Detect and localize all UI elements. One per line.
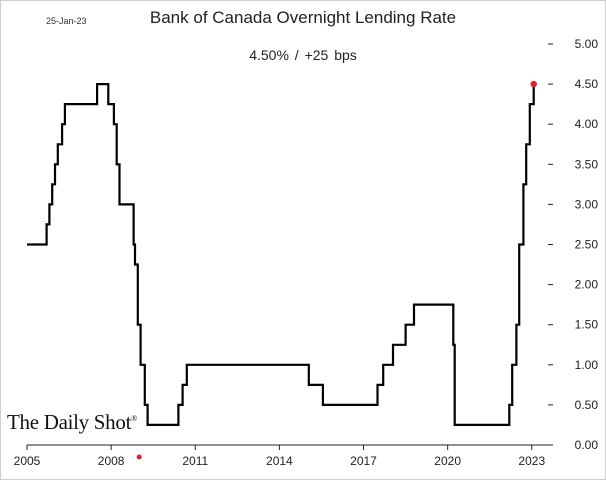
x-tick-label: 2005 — [14, 454, 41, 468]
chart-subtitle: 4.50% / +25 bps — [249, 47, 357, 63]
daily-shot-logo: The Daily Shot® — [7, 410, 137, 435]
axis-layer: 2005 2008 2011 2014 2017 2020 2023 0.00 0.50 1.00… — [14, 37, 599, 468]
x-tick-label: 2020 — [434, 454, 461, 468]
chart-title: Bank of Canada Overnight Lending Rate — [149, 8, 457, 27]
x-tick-label: 2008 — [98, 454, 125, 468]
y-tick-label: 1.00 — [575, 358, 599, 372]
x-tick-label: 2014 — [266, 454, 293, 468]
y-tick-label: 0.50 — [575, 398, 599, 412]
y-tick-label: 2.50 — [575, 238, 599, 252]
y-tick-label: 0.00 — [575, 438, 599, 452]
rate-series-line — [27, 82, 535, 426]
x-tick-label: 2023 — [518, 454, 545, 468]
x-tick-label: 2011 — [182, 454, 208, 468]
y-tick-label: 1.50 — [575, 318, 599, 332]
y-tick-label: 2.00 — [575, 278, 599, 292]
y-tick-label: 5.00 — [575, 37, 599, 51]
chart-date: 25-Jan-23 — [46, 16, 87, 26]
y-tick-label: 3.50 — [575, 157, 599, 171]
series-layer — [27, 82, 535, 426]
logo-text: The Daily Shot — [7, 410, 132, 434]
latest-value-marker — [530, 80, 537, 88]
y-tick-label: 4.00 — [575, 117, 599, 131]
y-tick-label: 3.00 — [575, 197, 599, 211]
logo-dot-marker — [136, 454, 142, 460]
x-tick-label: 2017 — [350, 454, 377, 468]
y-tick-label: 4.50 — [575, 77, 599, 91]
registered-mark: ® — [131, 414, 137, 423]
marker-layer — [136, 80, 537, 460]
